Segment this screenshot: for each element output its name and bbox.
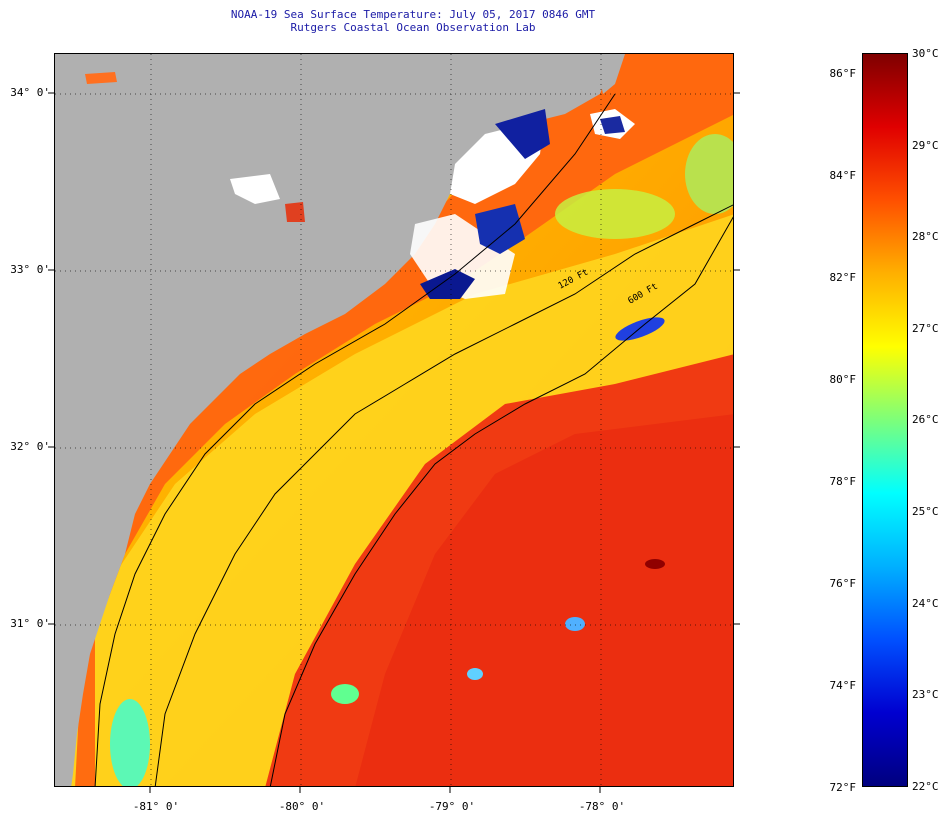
cb-f-74: 74°F (829, 679, 857, 692)
lat-label-31: 31° 0' (10, 617, 50, 630)
cool-patch-coastal-south (110, 699, 150, 786)
land-mass (55, 54, 615, 786)
cb-f-84: 84°F (829, 169, 857, 182)
cb-c-26: 26°C (912, 413, 939, 426)
lon-label-78: -78° 0' (578, 800, 626, 813)
lon-label-79: -79° 0' (428, 800, 476, 813)
map-title: NOAA-19 Sea Surface Temperature: July 05… (230, 8, 596, 21)
cb-c-29: 29°C (912, 139, 939, 152)
cold-patch-east (615, 317, 665, 341)
lat-label-34: 34° 0' (10, 86, 50, 99)
cloud-edge-north (495, 109, 550, 159)
map-subtitle: Rutgers Coastal Ocean Observation Lab (290, 21, 536, 34)
cool-patch-1 (331, 684, 359, 704)
cb-f-76: 76°F (829, 577, 857, 590)
cb-c-25: 25°C (912, 505, 939, 518)
cb-c-28: 28°C (912, 230, 939, 243)
lon-label-80: -80° 0' (278, 800, 326, 813)
cloud-edge-east (475, 204, 525, 254)
temperature-colorbar (862, 53, 908, 787)
graticule (55, 54, 733, 786)
cb-f-72: 72°F (829, 781, 857, 794)
land-cape (595, 54, 625, 94)
cloud-edge-northeast (600, 116, 625, 134)
cloud-edge-central (420, 269, 475, 299)
cloud-inland (230, 174, 280, 204)
cb-c-24: 24°C (912, 597, 939, 610)
cb-c-22: 22°C (912, 780, 939, 793)
cb-c-23: 23°C (912, 688, 939, 701)
lat-label-33: 33° 0' (10, 263, 50, 276)
cool-patch-2 (467, 668, 483, 680)
cb-f-78: 78°F (829, 475, 857, 488)
inland-lake (85, 72, 117, 84)
cb-c-30: 30°C (912, 47, 939, 60)
inland-lake-2 (285, 202, 305, 222)
cool-patch-3 (565, 617, 585, 631)
cool-patch-northeast (685, 134, 733, 214)
cb-c-27: 27°C (912, 322, 939, 335)
sst-map: 120 Ft 600 Ft (54, 53, 734, 787)
shelf-water (55, 214, 733, 786)
isobath-120ft (154, 204, 733, 786)
gulf-stream-core (355, 414, 733, 786)
hot-patch (645, 559, 665, 569)
cb-f-80: 80°F (829, 373, 857, 386)
cb-f-82: 82°F (829, 271, 857, 284)
lon-label-81: -81° 0' (132, 800, 180, 813)
cb-f-86: 86°F (829, 67, 857, 80)
lat-label-32: 32° 0' (10, 440, 50, 453)
coastline-contour (94, 93, 616, 786)
sst-map-canvas: 120 Ft 600 Ft (55, 54, 733, 786)
isobath-600ft (269, 216, 733, 786)
nearshore-warm-band (75, 54, 733, 786)
cool-patch-north (555, 189, 675, 239)
